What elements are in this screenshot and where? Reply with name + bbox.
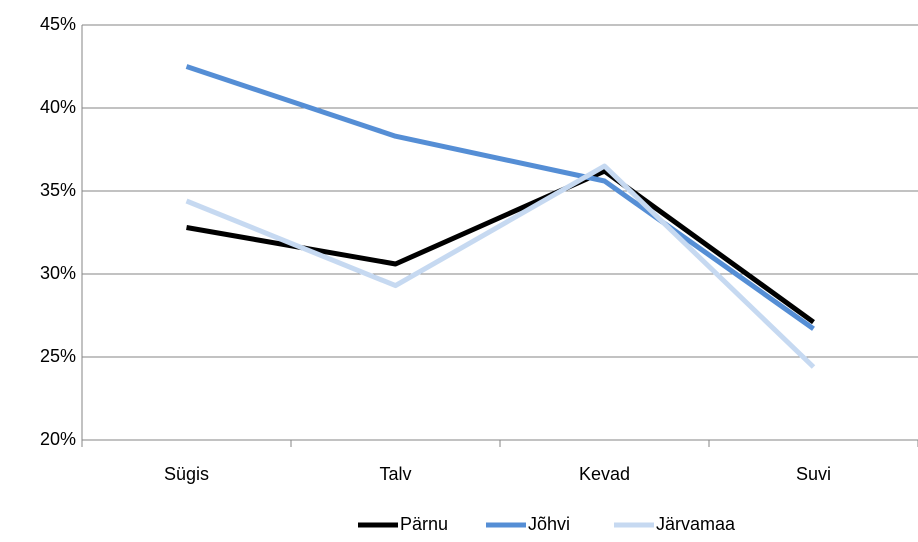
x-tick-label: Suvi — [796, 464, 831, 484]
y-tick-label: 45% — [40, 14, 76, 34]
legend-label: Pärnu — [400, 514, 448, 534]
series-line — [185, 64, 815, 331]
x-tick-label: Kevad — [579, 464, 630, 484]
legend-label: Järvamaa — [656, 514, 736, 534]
y-tick-label: 25% — [40, 346, 76, 366]
x-tick-label: Talv — [379, 464, 411, 484]
x-tick-label: Sügis — [164, 464, 209, 484]
y-tick-label: 35% — [40, 180, 76, 200]
y-tick-label: 40% — [40, 97, 76, 117]
series-line — [185, 163, 816, 369]
y-tick-label: 30% — [40, 263, 76, 283]
y-tick-label: 20% — [40, 429, 76, 449]
series-line — [186, 168, 815, 325]
legend-label: Jõhvi — [528, 514, 570, 534]
